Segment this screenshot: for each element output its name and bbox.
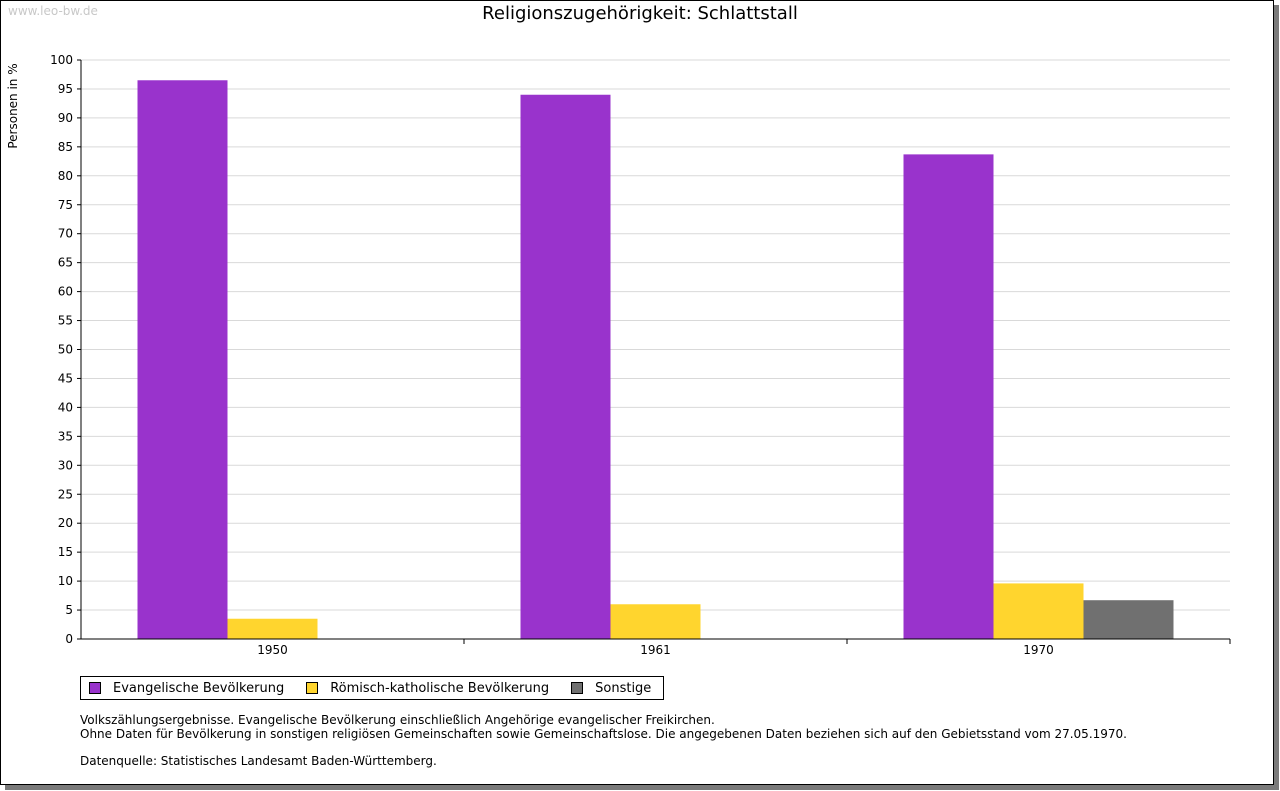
bar-2-1950 bbox=[227, 618, 318, 639]
legend-swatch bbox=[571, 682, 584, 694]
x-tick-label: 1961 bbox=[640, 643, 671, 657]
y-tick-label: 15 bbox=[58, 545, 73, 559]
y-tick-label: 90 bbox=[58, 111, 73, 125]
bar-2-1961 bbox=[610, 604, 701, 639]
y-tick-label: 25 bbox=[58, 487, 73, 501]
data-source: Datenquelle: Statistisches Landesamt Bad… bbox=[80, 754, 437, 768]
y-tick-label: 20 bbox=[58, 516, 73, 530]
y-tick-label: 35 bbox=[58, 429, 73, 443]
y-tick-label: 70 bbox=[58, 227, 73, 241]
bar-3-1970 bbox=[1083, 600, 1174, 639]
y-tick-label: 50 bbox=[58, 343, 73, 357]
y-tick-label: 100 bbox=[50, 53, 73, 67]
legend-item-1: Evangelische Bevölkerung bbox=[89, 681, 284, 696]
y-tick-label: 55 bbox=[58, 314, 73, 328]
x-tick-label: 1970 bbox=[1023, 643, 1054, 657]
bar-1-1970 bbox=[903, 154, 994, 639]
legend-swatch bbox=[89, 682, 101, 694]
y-tick-label: 65 bbox=[58, 256, 73, 270]
y-tick-label: 95 bbox=[58, 82, 73, 96]
chart-title: Religionszugehörigkeit: Schlattstall bbox=[482, 3, 798, 24]
legend-item-2: Römisch-katholische Bevölkerung bbox=[306, 681, 549, 696]
y-tick-label: 30 bbox=[58, 458, 73, 472]
y-tick-label: 5 bbox=[65, 603, 73, 617]
legend-label: Evangelische Bevölkerung bbox=[113, 680, 285, 696]
y-tick-label: 10 bbox=[58, 574, 73, 588]
bar-1-1961 bbox=[520, 94, 611, 640]
note-line-2: Ohne Daten für Bevölkerung in sonstigen … bbox=[80, 727, 1127, 741]
x-tick-label: 1950 bbox=[257, 643, 288, 657]
y-tick-label: 85 bbox=[58, 140, 73, 154]
note-line-1: Volkszählungsergebnisse. Evangelische Be… bbox=[80, 713, 715, 727]
watermark: www.leo-bw.de bbox=[8, 4, 98, 18]
bar-2-1970 bbox=[993, 583, 1084, 639]
legend-label: Sonstige bbox=[595, 680, 652, 696]
legend-swatch bbox=[306, 682, 319, 694]
notes: Volkszählungsergebnisse. Evangelische Be… bbox=[80, 713, 1127, 768]
y-tick-label: 60 bbox=[58, 285, 73, 299]
y-tick-label: 45 bbox=[58, 371, 73, 385]
y-tick-label: 80 bbox=[58, 169, 73, 183]
y-tick-label: 40 bbox=[58, 400, 73, 414]
legend: Evangelische Bevölkerung Römisch-katholis… bbox=[80, 676, 665, 700]
legend-item-3: Sonstige bbox=[571, 681, 651, 696]
legend-label: Römisch-katholische Bevölkerung bbox=[330, 680, 550, 696]
bar-1-1950 bbox=[137, 80, 228, 639]
y-tick-label: 0 bbox=[65, 632, 73, 646]
y-tick-label: 75 bbox=[58, 198, 73, 212]
chart-plot: 0 5 10 15 20 25 30 35 40 45 50 55 60 65 70 75 80 85 90 95 10… bbox=[50, 53, 1231, 657]
